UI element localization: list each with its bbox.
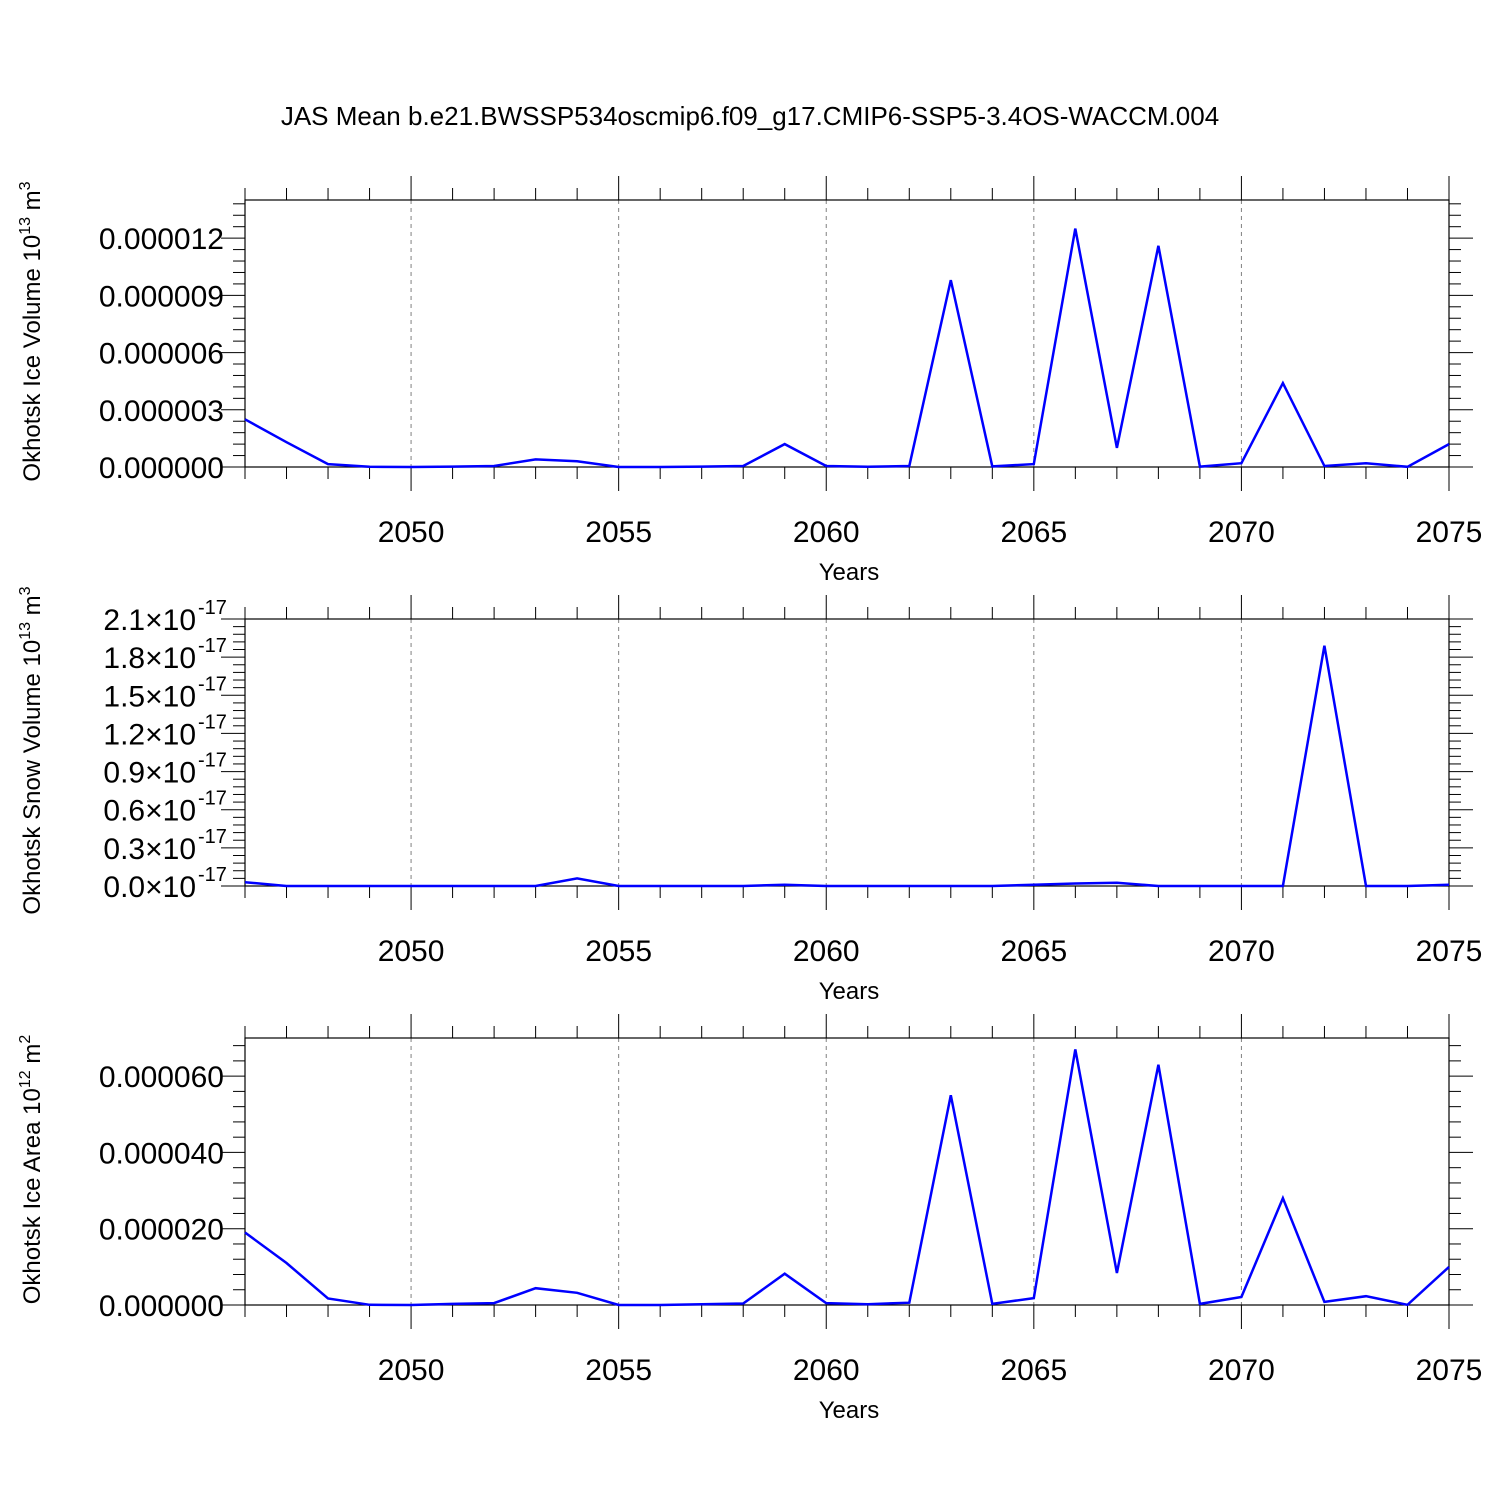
x-tick-label: 2065 <box>1000 935 1067 968</box>
x-tick-label: 2075 <box>1416 1354 1483 1387</box>
y-tick-label: 0.000006 <box>99 338 224 371</box>
y-tick-label: 0.000009 <box>99 280 224 313</box>
y-axis-title: Okhotsk Ice Area 1012 m2 <box>17 1035 46 1305</box>
y-tick-exponent: -17 <box>198 864 227 886</box>
y-tick-label: 1.5×10 <box>103 680 196 713</box>
y-tick-times: ×10 <box>145 795 196 828</box>
y-axis-title-unit-exponent: 2 <box>17 1035 34 1044</box>
y-tick-label: 2.1×10 <box>103 604 196 637</box>
y-tick-label: 0.000000 <box>99 1290 224 1323</box>
y-tick-exponent: -17 <box>198 711 227 733</box>
y-tick-times: ×10 <box>145 833 196 866</box>
y-axis-title-exponent: 13 <box>17 622 34 640</box>
y-axis-title-unit-exponent: 3 <box>17 586 34 595</box>
x-tick-label: 2070 <box>1208 935 1275 968</box>
y-tick-label: 0.000003 <box>99 395 224 428</box>
x-tick-label: 2065 <box>1000 516 1067 549</box>
y-tick-exponent: -17 <box>198 597 227 619</box>
x-tick-label: 2075 <box>1416 935 1483 968</box>
y-tick-label: 0.9×10 <box>103 757 196 790</box>
x-tick-label: 2050 <box>378 935 445 968</box>
y-axis-title-exponent: 12 <box>17 1070 34 1088</box>
y-tick-label: 0.000040 <box>99 1137 224 1170</box>
y-tick-label: 1.8×10 <box>103 642 196 675</box>
x-axis-title: Years <box>819 1397 880 1424</box>
y-tick-times: ×10 <box>145 871 196 904</box>
plot-frame <box>244 618 1450 887</box>
y-tick-exponent: -17 <box>198 750 227 772</box>
y-axis-title: Okhotsk Ice Volume 1013 m3 <box>17 181 46 481</box>
y-tick-label: 1.2×10 <box>103 718 196 751</box>
x-tick-label: 2070 <box>1208 1354 1275 1387</box>
y-tick-times: ×10 <box>145 757 196 790</box>
y-axis-title-unit-exponent: 3 <box>17 181 34 190</box>
y-tick-label: 0.000012 <box>99 223 224 256</box>
y-tick-times: ×10 <box>145 604 196 637</box>
x-tick-label: 2060 <box>793 1354 860 1387</box>
series-line <box>244 645 1450 888</box>
y-tick-mantissa: 1.8 <box>103 642 145 675</box>
chart-panel-3: 2050 2055 2060 2065 2070 2075 Years 0.000000 0.0… <box>17 1014 1482 1424</box>
x-tick-label: 2055 <box>585 516 652 549</box>
y-tick-times: ×10 <box>145 680 196 713</box>
y-tick-times: ×10 <box>145 642 196 675</box>
x-tick-label: 2065 <box>1000 1354 1067 1387</box>
y-tick-exponent: -17 <box>198 826 227 848</box>
y-axis-title-unit: m <box>19 595 46 622</box>
y-tick-mantissa: 2.1 <box>103 604 145 637</box>
y-axis-title: Okhotsk Snow Volume 1013 m3 <box>17 586 46 914</box>
y-tick-label: 0.0×10 <box>103 871 196 904</box>
x-axis-title: Years <box>819 978 880 1005</box>
x-tick-label: 2075 <box>1416 516 1483 549</box>
y-axis-title-exponent: 13 <box>17 217 34 235</box>
series-line <box>244 1049 1450 1307</box>
y-tick-exponent: -17 <box>198 673 227 695</box>
y-axis-title-text: Okhotsk Ice Volume 10 <box>19 235 46 482</box>
y-tick-exponent: -17 <box>198 788 227 810</box>
x-tick-label: 2050 <box>378 1354 445 1387</box>
y-tick-label: 0.000000 <box>99 452 224 485</box>
x-axis-title: Years <box>819 559 880 586</box>
x-tick-label: 2055 <box>585 935 652 968</box>
y-tick-label: 0.000020 <box>99 1214 224 1247</box>
plot-frame <box>244 1037 1450 1306</box>
y-tick-mantissa: 0.9 <box>103 757 145 790</box>
y-tick-label: 0.6×10 <box>103 795 196 828</box>
series-line <box>244 228 1450 469</box>
chart-title: JAS Mean b.e21.BWSSP534oscmip6.f09_g17.C… <box>281 101 1219 131</box>
y-tick-mantissa: 0.3 <box>103 833 145 866</box>
y-axis-title-text: Okhotsk Snow Volume 10 <box>19 640 46 915</box>
y-tick-mantissa: 1.2 <box>103 718 145 751</box>
chart-panel-1: 2050 2055 2060 2065 2070 2075 Years 0.000000 0.0… <box>17 176 1482 586</box>
y-tick-label: 0.000060 <box>99 1061 224 1094</box>
y-axis-title-text: Okhotsk Ice Area 10 <box>19 1088 46 1304</box>
x-tick-label: 2070 <box>1208 516 1275 549</box>
y-axis-title-unit: m <box>19 1044 46 1071</box>
y-tick-mantissa: 1.5 <box>103 680 145 713</box>
y-tick-label: 0.3×10 <box>103 833 196 866</box>
plot-frame <box>244 199 1450 468</box>
x-tick-label: 2050 <box>378 516 445 549</box>
y-tick-mantissa: 0.6 <box>103 795 145 828</box>
y-axis-title-unit: m <box>19 190 46 217</box>
x-tick-label: 2055 <box>585 1354 652 1387</box>
x-tick-label: 2060 <box>793 935 860 968</box>
y-tick-exponent: -17 <box>198 635 227 657</box>
x-tick-label: 2060 <box>793 516 860 549</box>
y-tick-mantissa: 0.0 <box>103 871 145 904</box>
y-tick-times: ×10 <box>145 718 196 751</box>
